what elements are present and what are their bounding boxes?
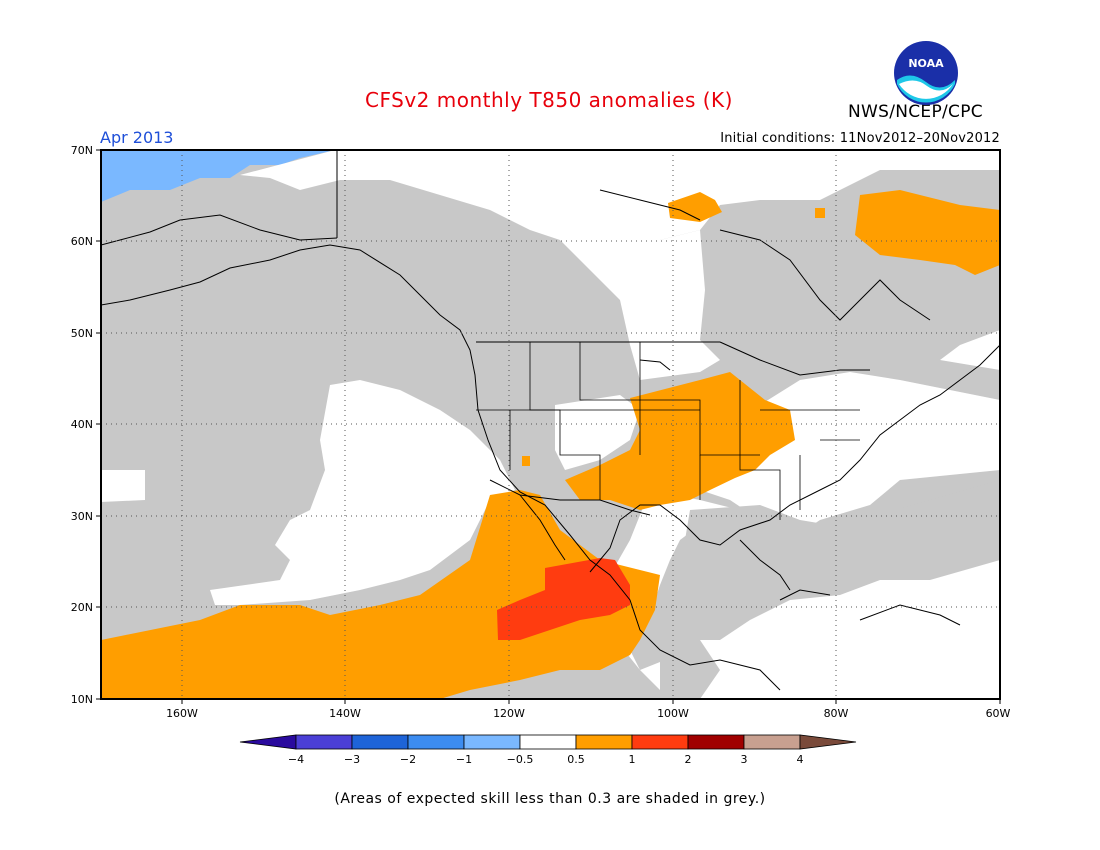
legend-tick-label: −0.5 <box>507 753 534 766</box>
legend-swatch <box>295 734 353 750</box>
legend-swatch <box>743 734 801 750</box>
color-legend: −4 −3 −2 −1 −0.5 0.5 1 2 3 4 <box>239 734 857 766</box>
anomaly-region <box>555 395 640 470</box>
anomaly-region <box>680 505 840 630</box>
lat-label: 60N <box>71 235 93 248</box>
legend-swatch <box>799 734 857 750</box>
valid-month-label: Apr 2013 <box>100 128 174 147</box>
lon-label: 140W <box>329 707 361 720</box>
anomaly-region <box>855 190 1000 275</box>
lat-label: 40N <box>71 418 93 431</box>
legend-swatch <box>239 734 297 750</box>
anomaly-region <box>668 192 722 222</box>
anomaly-region <box>240 150 1000 290</box>
legend-swatch <box>519 734 577 750</box>
noaa-logo: NOAA <box>894 41 958 105</box>
anomaly-region <box>210 380 515 605</box>
legend-swatch <box>687 734 745 750</box>
anomaly-region <box>850 480 1000 575</box>
lon-label: 100W <box>657 707 689 720</box>
legend-tick-label: −1 <box>456 753 472 766</box>
lon-label: 120W <box>493 707 525 720</box>
lat-label: 10N <box>71 693 93 706</box>
legend-tick-label: 0.5 <box>567 753 585 766</box>
anomaly-region <box>660 640 720 699</box>
lat-label: 50N <box>71 327 93 340</box>
noaa-logo-text: NOAA <box>908 57 944 70</box>
legend-tick-label: −2 <box>400 753 416 766</box>
anomaly-region <box>497 558 630 640</box>
lat-label: 20N <box>71 601 93 614</box>
axis-ticks <box>96 149 1001 704</box>
legend-swatch <box>631 734 689 750</box>
state-borders <box>476 342 860 520</box>
legend-tick-label: 1 <box>629 753 636 766</box>
lat-label: 30N <box>71 510 93 523</box>
legend-tick-label: 2 <box>685 753 692 766</box>
agency-label: NWS/NCEP/CPC <box>848 102 983 122</box>
lat-label: 70N <box>71 144 93 157</box>
legend-swatch <box>463 734 521 750</box>
anomaly-region <box>101 470 145 502</box>
legend-tick-label: 4 <box>797 753 804 766</box>
anomaly-region <box>815 208 825 218</box>
lon-label: 60W <box>986 707 1011 720</box>
anomaly-region <box>101 490 660 699</box>
anomaly-region <box>565 372 795 510</box>
initial-conditions-label: Initial conditions: 11Nov2012–20Nov2012 <box>720 131 1000 146</box>
legend-swatch <box>351 734 409 750</box>
chart-title: CFSv2 monthly T850 anomalies (K) <box>365 88 733 112</box>
skill-note: (Areas of expected skill less than 0.3 a… <box>334 791 766 807</box>
legend-swatch <box>575 734 633 750</box>
legend-tick-label: −3 <box>344 753 360 766</box>
lon-label: 80W <box>824 707 849 720</box>
anomaly-region <box>101 150 335 202</box>
lon-label: 160W <box>166 707 198 720</box>
legend-tick-label: −4 <box>288 753 304 766</box>
anomaly-region <box>522 456 530 466</box>
legend-tick-label: 3 <box>741 753 748 766</box>
legend-swatch <box>407 734 465 750</box>
